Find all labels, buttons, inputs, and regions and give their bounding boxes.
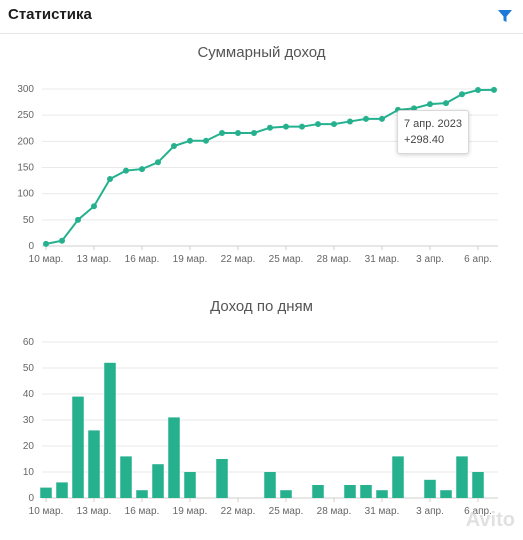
page-title: Статистика: [8, 6, 92, 23]
daily-income-bar: [360, 485, 372, 498]
bar-chart-y-tick-label: 10: [23, 467, 35, 478]
daily-income-bar: [136, 490, 148, 498]
chart-tooltip: 7 апр. 2023 +298.40: [397, 110, 469, 154]
line-chart-title: Суммарный доход: [197, 44, 326, 61]
cumulative-income-point: [267, 124, 273, 131]
daily-income-bar: [392, 456, 404, 498]
cumulative-income-point: [75, 216, 81, 223]
cumulative-income-point: [443, 100, 449, 107]
daily-income-bar: [120, 456, 132, 498]
filter-button[interactable]: [497, 8, 513, 24]
bar-chart-x-tick-label: 31 мар.: [365, 506, 400, 517]
cumulative-income-chart: 0 50 100 150 200 250 300 10 мар. 13 мар. 16 мар. 1…: [17, 84, 498, 265]
line-chart-y-tick-label: 50: [23, 215, 35, 226]
bar-chart-x-tick-label: 28 мар.: [317, 506, 352, 517]
daily-income-chart: 0 10 20 30 40 50 60 10 мар. 13 мар. 16 мар. 19 мар…: [23, 337, 498, 517]
cumulative-income-point: [283, 123, 289, 130]
cumulative-income-point: [379, 115, 385, 122]
avito-watermark: Avito: [465, 509, 515, 531]
cumulative-income-point: [363, 115, 369, 122]
bar-chart-x-tick-label: 10 мар.: [29, 506, 64, 517]
line-chart-y-tick-label: 100: [17, 189, 34, 200]
bar-chart-x-tick-label: 22 мар.: [221, 506, 256, 517]
cumulative-income-point: [139, 166, 145, 173]
daily-income-bar: [184, 472, 196, 498]
cumulative-income-point: [187, 137, 193, 144]
line-chart-y-tick-label: 200: [17, 136, 34, 147]
daily-income-bar: [376, 490, 388, 498]
cumulative-income-point: [459, 91, 465, 98]
daily-income-bar: [280, 490, 292, 498]
line-chart-y-tick-label: 150: [17, 163, 34, 174]
cumulative-income-point: [411, 105, 417, 112]
daily-income-bar: [104, 362, 116, 498]
cumulative-income-point: [475, 87, 481, 94]
cumulative-income-point: [347, 118, 353, 125]
line-chart-x-tick-label: 3 апр.: [416, 254, 444, 265]
filter-icon: [498, 10, 512, 22]
cumulative-income-point: [299, 123, 305, 130]
bar-chart-title: Доход по дням: [210, 298, 313, 315]
line-chart-x-tick-label: 31 мар.: [365, 254, 400, 265]
line-chart-x-tick-label: 13 мар.: [77, 254, 112, 265]
bar-chart-y-tick-label: 50: [23, 363, 35, 374]
daily-income-bar: [440, 490, 452, 498]
bar-chart-x-tick-label: 25 мар.: [269, 506, 304, 517]
cumulative-income-point: [251, 129, 257, 136]
line-chart-x-tick-label: 28 мар.: [317, 254, 352, 265]
cumulative-income-point: [91, 203, 97, 210]
tooltip-value: +298.40: [404, 134, 445, 146]
daily-income-bar: [40, 487, 52, 498]
daily-income-bar: [72, 396, 84, 498]
daily-income-bar: [424, 479, 436, 498]
line-chart-x-tick-label: 6 апр.: [464, 254, 492, 265]
cumulative-income-point: [203, 137, 209, 144]
line-chart-y-tick-label: 0: [28, 241, 34, 252]
daily-income-bar: [168, 417, 180, 498]
bar-chart-y-tick-label: 0: [28, 493, 34, 504]
cumulative-income-point: [235, 129, 241, 136]
daily-income-bar: [312, 485, 324, 498]
daily-income-bar: [456, 456, 468, 498]
line-chart-x-tick-label: 16 мар.: [125, 254, 160, 265]
header: Статистика: [0, 0, 523, 34]
line-chart-x-tick-label: 22 мар.: [221, 254, 256, 265]
cumulative-income-point: [171, 143, 177, 150]
cumulative-income-point: [155, 159, 161, 166]
line-chart-x-tick-label: 10 мар.: [29, 254, 64, 265]
bar-chart-x-tick-label: 3 апр.: [416, 506, 444, 517]
bar-chart-x-tick-label: 16 мар.: [125, 506, 160, 517]
daily-income-bar: [56, 482, 68, 498]
bar-chart-x-tick-label: 6 апр.: [464, 506, 492, 517]
cumulative-income-point: [219, 129, 225, 136]
daily-income-bar: [264, 472, 276, 498]
cumulative-income-point: [107, 176, 113, 183]
bar-chart-x-tick-label: 13 мар.: [77, 506, 112, 517]
bar-chart-y-tick-label: 20: [23, 441, 35, 452]
line-chart-x-tick-label: 19 мар.: [173, 254, 208, 265]
daily-income-bar: [472, 472, 484, 498]
cumulative-income-point: [331, 121, 337, 128]
cumulative-income-point: [123, 167, 129, 174]
daily-income-bar: [216, 459, 228, 498]
daily-income-bar: [152, 464, 164, 498]
cumulative-income-point: [43, 240, 49, 247]
line-chart-x-tick-label: 25 мар.: [269, 254, 304, 265]
tooltip-date: 7 апр. 2023: [404, 118, 462, 130]
bar-chart-y-tick-label: 40: [23, 389, 35, 400]
daily-income-bar: [88, 430, 100, 498]
line-chart-y-tick-label: 300: [17, 84, 34, 95]
bar-chart-y-tick-label: 60: [23, 337, 35, 348]
daily-income-bar: [344, 485, 356, 498]
bar-chart-x-tick-label: 19 мар.: [173, 506, 208, 517]
cumulative-income-point: [427, 101, 433, 108]
line-chart-y-tick-label: 250: [17, 110, 34, 121]
cumulative-income-point: [315, 121, 321, 128]
cumulative-income-point: [491, 86, 497, 93]
cumulative-income-point: [59, 237, 65, 244]
bar-chart-y-tick-label: 30: [23, 415, 35, 426]
